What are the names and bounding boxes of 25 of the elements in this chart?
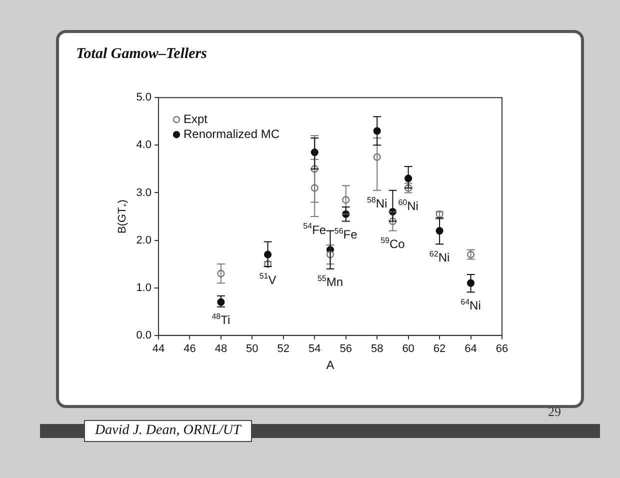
legend-label: Expt xyxy=(183,112,208,126)
text: 29 xyxy=(548,404,561,420)
x-tick-label: 54 xyxy=(308,343,321,356)
x-axis-title: A xyxy=(326,358,334,372)
chart-title: Total Gamow–Tellers xyxy=(76,46,207,63)
x-tick-label: 58 xyxy=(370,343,384,356)
x-tick-label: 56 xyxy=(340,343,352,356)
x-tick-label: 66 xyxy=(496,343,508,356)
x-tick-label: 44 xyxy=(152,343,165,356)
y-tick-label: 0.0 xyxy=(136,329,152,342)
y-tick-label: 1.0 xyxy=(136,282,152,294)
y-axis-title: B(GT₊) xyxy=(116,200,129,234)
x-tick-label: 50 xyxy=(246,343,258,356)
x-tick-label: 60 xyxy=(402,343,414,356)
text: David J. Dean, ORNL/UT xyxy=(84,420,252,442)
y-tick-label: 2.0 xyxy=(136,234,152,246)
y-tick-label: 4.0 xyxy=(136,139,152,152)
y-tick-label: 5.0 xyxy=(136,92,152,104)
legend-label: Renormalized MC xyxy=(183,126,280,141)
x-tick-label: 48 xyxy=(214,343,228,356)
x-tick-label: 64 xyxy=(464,343,477,356)
y-tick-label: 3.0 xyxy=(136,186,152,199)
x-tick-label: 62 xyxy=(433,343,446,356)
x-tick-label: 46 xyxy=(184,343,196,356)
x-tick-label: 52 xyxy=(277,343,290,356)
